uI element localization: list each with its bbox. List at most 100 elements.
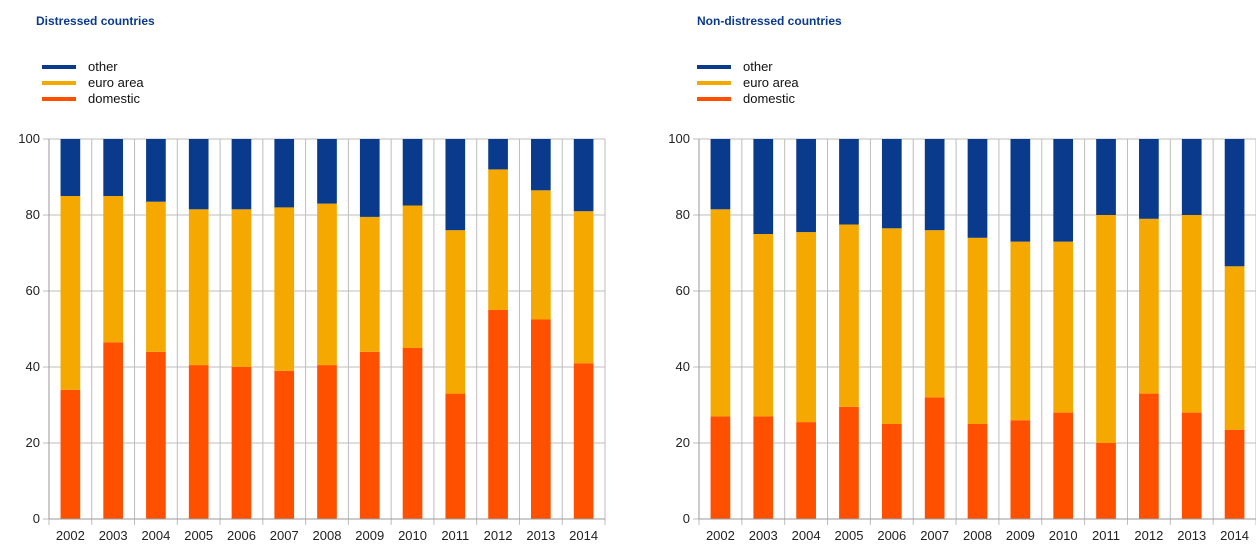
bar-domestic (1181, 412, 1202, 519)
bar-euro-area (317, 203, 337, 366)
legend-swatch-euro-area (42, 81, 76, 85)
bar-euro-area (402, 205, 423, 348)
bar-other (1181, 139, 1202, 215)
bar-euro-area (531, 190, 551, 320)
legend: other euro area domestic (697, 59, 799, 107)
x-tick-label: 2010 (398, 528, 427, 543)
bar-other (924, 139, 945, 231)
x-tick-label: 2009 (1006, 528, 1035, 543)
bar-other (488, 139, 508, 170)
legend-swatch-domestic (42, 97, 76, 101)
x-tick-label: 2002 (706, 528, 735, 543)
legend-label: euro area (88, 75, 144, 90)
plot-area: 0 20 40 60 80 100 2002 2003 2004 2005 2006 2007 2008… (668, 131, 1256, 543)
legend-item-other: other (42, 59, 144, 75)
legend-item-euro-area: euro area (697, 75, 799, 91)
bar-euro-area (881, 228, 902, 424)
bar-other (60, 139, 81, 196)
bar-euro-area (274, 207, 295, 371)
x-tick-label: 2005 (835, 528, 864, 543)
y-tick-label: 40 (26, 359, 40, 374)
y-tick-label: 80 (676, 207, 690, 222)
chart-distressed: Distressed countries other euro area dom… (0, 0, 620, 546)
legend-item-other: other (697, 59, 799, 75)
legend-label: domestic (88, 91, 141, 106)
x-tick-label: 2009 (355, 528, 384, 543)
bar-other (1224, 139, 1245, 267)
bar-domestic (231, 367, 252, 519)
y-tick-label: 60 (26, 283, 40, 298)
bar-other (967, 139, 988, 238)
legend-swatch-other (697, 65, 731, 69)
legend-swatch-other (42, 65, 76, 69)
bar-domestic (839, 406, 859, 519)
x-tick-label: 2008 (313, 528, 342, 543)
bar-other (573, 139, 594, 212)
bar-other (1139, 139, 1159, 219)
bar-other (402, 139, 423, 206)
x-tick-label: 2011 (441, 528, 469, 543)
y-tick-label: 60 (676, 283, 690, 298)
bar-domestic (881, 424, 902, 519)
legend-label: other (88, 59, 118, 74)
y-tick-label: 100 (668, 131, 690, 146)
x-tick-label: 2005 (184, 528, 213, 543)
bar-domestic (103, 342, 123, 519)
bar-domestic (1053, 412, 1074, 519)
legend-swatch-domestic (697, 97, 731, 101)
y-tick-label: 20 (676, 435, 690, 450)
bar-domestic (146, 351, 166, 519)
bar-other (146, 139, 166, 202)
bar-euro-area (231, 209, 252, 367)
bar-domestic (1139, 393, 1159, 519)
bar-domestic (924, 397, 945, 519)
legend-swatch-euro-area (697, 81, 731, 85)
bar-domestic (402, 348, 423, 519)
x-tick-label: 2006 (227, 528, 256, 543)
x-tick-label: 2011 (1092, 528, 1120, 543)
x-tick-label: 2014 (1220, 528, 1249, 543)
bar-other (1010, 139, 1031, 242)
bar-domestic (359, 351, 380, 519)
bar-domestic (710, 416, 731, 519)
bar-other (1053, 139, 1074, 242)
y-tick-label: 20 (26, 435, 40, 450)
x-tick-label: 2013 (526, 528, 555, 543)
legend-label: other (743, 59, 773, 74)
bar-other (839, 139, 859, 225)
legend-label: domestic (743, 91, 796, 106)
bar-euro-area (1224, 266, 1245, 430)
bar-euro-area (710, 209, 731, 417)
bar-domestic (1096, 443, 1116, 519)
plot-area: 0 20 40 60 80 100 2002 2003 2004 2005 2006 2007 2008… (18, 131, 606, 543)
bar-euro-area (146, 201, 166, 352)
bar-euro-area (573, 211, 594, 364)
bar-euro-area (1010, 241, 1031, 421)
bar-euro-area (1053, 241, 1074, 413)
legend-item-domestic: domestic (42, 91, 144, 107)
bar-euro-area (839, 224, 859, 407)
bar-other (103, 139, 123, 196)
bar-domestic (188, 365, 209, 519)
bar-domestic (317, 365, 337, 519)
bar-euro-area (796, 232, 816, 423)
bar-euro-area (1139, 218, 1159, 394)
x-tick-label: 2007 (920, 528, 949, 543)
bar-other (188, 139, 209, 210)
x-tick-label: 2014 (569, 528, 598, 543)
bars (60, 139, 594, 519)
bar-domestic (274, 370, 295, 519)
chart-title: Distressed countries (36, 14, 155, 28)
bar-other (1096, 139, 1116, 215)
chart-title: Non-distressed countries (697, 14, 842, 28)
bar-euro-area (60, 196, 81, 390)
bar-domestic (967, 424, 988, 519)
bar-other (796, 139, 816, 233)
bar-euro-area (488, 169, 508, 310)
bar-euro-area (359, 216, 380, 352)
bar-domestic (488, 310, 508, 519)
legend: other euro area domestic (42, 59, 144, 107)
x-tick-label: 2010 (1049, 528, 1078, 543)
bar-domestic (1224, 429, 1245, 519)
x-tick-label: 2004 (792, 528, 821, 543)
